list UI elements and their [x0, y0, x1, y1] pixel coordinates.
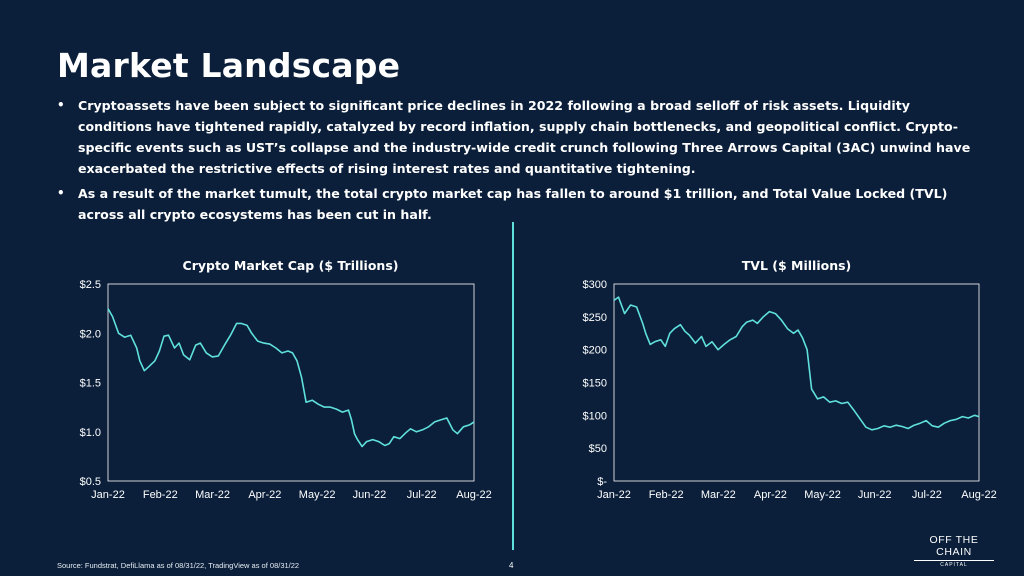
x-tick-label: May-22 [804, 489, 841, 501]
y-tick-label: $0.5 [80, 476, 101, 488]
page-number: 4 [509, 561, 514, 570]
series-line [613, 296, 980, 431]
x-tick-label: Apr-22 [754, 489, 787, 501]
y-tick-label: $200 [583, 345, 607, 357]
x-tick-label: Jun-22 [353, 489, 387, 501]
bullet-text: As a result of the market tumult, the to… [78, 186, 948, 222]
tvl-chart: $- $50 $100 $150 $200 $250 $300 Jan-22 Feb-22 Mar… [583, 279, 997, 501]
source-note: Source: Fundstrat, DefiLlama as of 08/31… [57, 561, 300, 570]
tvl-chart-title: TVL ($ Millions) [741, 258, 852, 273]
x-tick-label: Mar-22 [701, 489, 736, 501]
series-line [107, 308, 475, 448]
y-tick-label: $250 [583, 312, 607, 324]
y-tick-label: $1.0 [80, 427, 101, 439]
plot-frame [107, 283, 475, 482]
bullet-list: • Cryptoassets have been subject to sign… [57, 95, 987, 229]
x-tick-label: Feb-22 [649, 489, 684, 501]
off-the-chain-logo: OFF THE CHAIN CAPITAL [914, 534, 994, 568]
market-cap-chart: $0.5 $1.0 $1.5 $2.0 $2.5 Jan-22 Feb-22 Mar-22 Ap… [80, 279, 492, 501]
x-tick-label: Jun-22 [858, 489, 892, 501]
y-tick-label: $- [597, 476, 607, 488]
bullet-text: Cryptoassets have been subject to signif… [78, 98, 971, 176]
x-tick-label: Mar-22 [195, 489, 230, 501]
logo-main-text: OFF THE CHAIN [929, 534, 979, 558]
plot-frame [613, 283, 980, 482]
y-tick-label: $2.5 [80, 279, 101, 291]
x-tick-label: Apr-22 [248, 489, 281, 501]
y-tick-label: $1.5 [80, 378, 101, 390]
x-tick-label: Jan-22 [91, 489, 125, 501]
y-tick-label: $100 [583, 410, 607, 422]
y-tick-label: $50 [589, 443, 607, 455]
y-tick-label: $300 [583, 279, 607, 291]
x-tick-label: May-22 [299, 489, 336, 501]
bullet-marker: • [57, 98, 65, 112]
x-tick-label: Jul-22 [407, 489, 437, 501]
x-tick-label: Aug-22 [456, 489, 491, 501]
market-cap-chart-title: Crypto Market Cap ($ Trillions) [182, 258, 399, 273]
x-tick-label: Jul-22 [912, 489, 942, 501]
vertical-divider [512, 222, 514, 550]
logo-divider [914, 560, 994, 561]
y-tick-label: $2.0 [80, 328, 101, 340]
x-tick-label: Aug-22 [961, 489, 996, 501]
bullet-marker: • [57, 186, 65, 200]
bullet-item: • As a result of the market tumult, the … [57, 183, 987, 225]
logo-sub-text: CAPITAL [940, 562, 968, 568]
y-tick-label: $150 [583, 378, 607, 390]
page-title: Market Landscape [57, 46, 401, 85]
x-tick-label: Jan-22 [597, 489, 631, 501]
bullet-item: • Cryptoassets have been subject to sign… [57, 95, 987, 179]
x-tick-label: Feb-22 [143, 489, 178, 501]
